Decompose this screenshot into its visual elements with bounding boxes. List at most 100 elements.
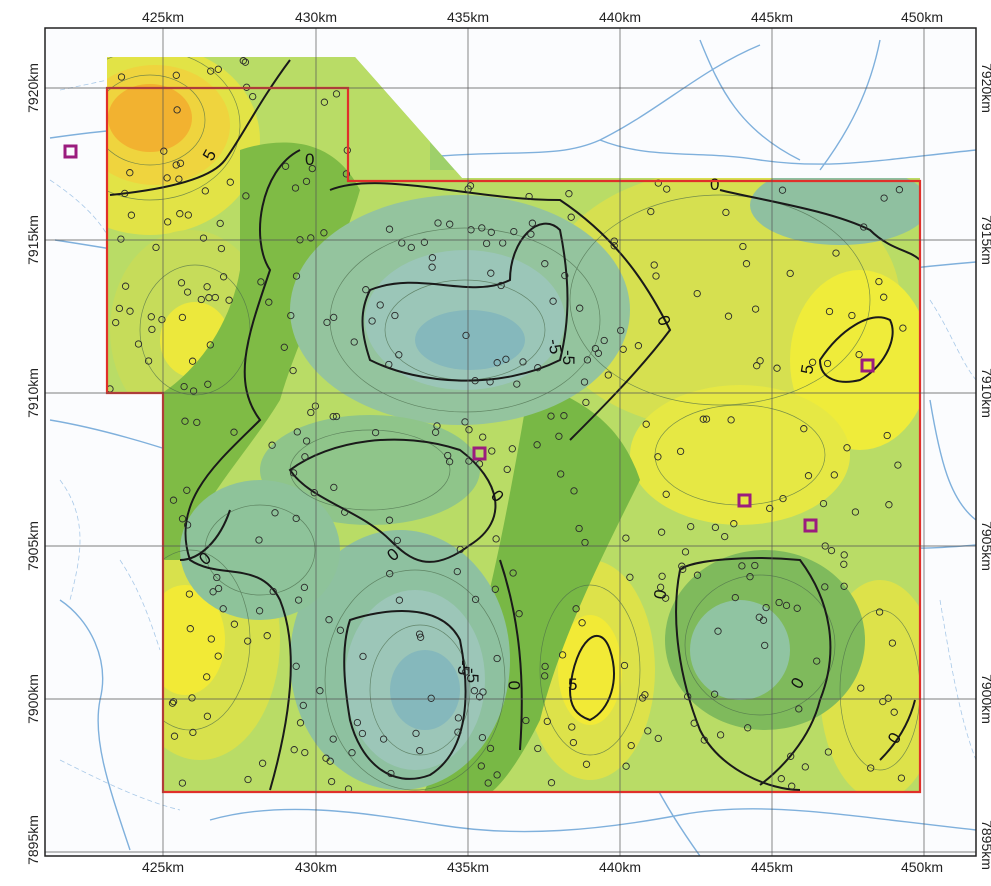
sample-point [230, 428, 238, 436]
sample-point [434, 219, 442, 227]
sample-point [420, 238, 429, 246]
sample-point [249, 92, 257, 101]
sample-point [241, 58, 250, 66]
sample-point [183, 288, 192, 296]
y-tick-left: 7920km [25, 63, 41, 113]
contour-zero-center [329, 182, 672, 441]
sample-point [219, 273, 228, 281]
sample-point [189, 387, 198, 395]
sample-point [693, 571, 702, 579]
sample-point [330, 313, 338, 322]
sample-point [779, 494, 787, 503]
contour-label: 0 [505, 681, 524, 690]
sample-point [416, 633, 425, 641]
contour-minus-five-south [343, 610, 467, 780]
sample-point [484, 779, 492, 787]
sample-point [144, 357, 153, 365]
contour-label: 5 [797, 363, 817, 376]
sample-point [541, 260, 549, 268]
sample-point [721, 532, 729, 541]
sample-point [782, 601, 791, 610]
sample-point [475, 460, 484, 468]
sample-point [461, 668, 470, 676]
sample-point [126, 307, 134, 315]
sample-point [213, 573, 221, 582]
sample-point [731, 593, 739, 602]
sample-point [647, 207, 655, 216]
sample-point [578, 619, 586, 627]
sample-points [107, 57, 907, 792]
sample-point [115, 304, 124, 313]
sample-point [478, 224, 486, 232]
sample-point [268, 441, 276, 449]
sample-point [180, 382, 188, 391]
contour-label: -5 [559, 350, 578, 365]
sample-point [308, 164, 316, 173]
sample-point [385, 225, 394, 233]
sample-point [293, 428, 301, 436]
sample-point [638, 694, 647, 702]
sample-point [203, 283, 211, 291]
sample-point [184, 211, 192, 219]
sample-point [576, 304, 584, 312]
sample-point [412, 729, 420, 738]
sample-point [172, 161, 180, 169]
x-tick-bottom: 435km [447, 859, 489, 875]
sample-point [885, 501, 893, 509]
sample-point [376, 301, 384, 309]
sample-point [617, 326, 625, 335]
sample-point [813, 657, 821, 665]
sample-point [325, 616, 333, 624]
contour-label: 0 [650, 588, 670, 601]
sample-point [329, 735, 337, 743]
sample-point [766, 504, 774, 513]
x-axis-top: 425km 430km 435km 440km 445km 450km [142, 9, 943, 25]
sample-point [622, 762, 630, 770]
sample-point [207, 67, 215, 75]
sample-point [722, 208, 730, 217]
sample-point [711, 523, 720, 532]
sample-point [342, 170, 351, 178]
sample-point [493, 654, 501, 663]
sample-point [368, 317, 376, 325]
sample-point [610, 237, 618, 245]
sample-point [788, 782, 796, 790]
sample-point [714, 627, 722, 635]
sample-point [824, 748, 833, 756]
major-contours [109, 59, 920, 791]
sample-point [465, 457, 473, 465]
sample-point [214, 652, 222, 660]
sample-point [656, 583, 665, 591]
sample-point [875, 608, 884, 616]
sample-point [622, 534, 630, 542]
sample-point [302, 437, 311, 445]
sample-point [570, 487, 578, 495]
sample-point [558, 651, 567, 659]
sample-point [164, 218, 172, 226]
sample-point [479, 688, 487, 696]
sample-point [239, 57, 247, 65]
y-tick-right: 7910km [979, 368, 991, 418]
y-tick-left: 7900km [25, 674, 41, 724]
y-tick-left: 7910km [25, 368, 41, 418]
sample-point [242, 192, 250, 200]
contour-zero-east [679, 557, 832, 786]
sample-point [487, 228, 495, 236]
contour-zero-south-center [499, 559, 523, 751]
sample-point [172, 71, 180, 79]
sample-point [515, 610, 523, 618]
sample-point [121, 282, 130, 290]
sample-point [271, 509, 279, 517]
sample-point [654, 453, 662, 461]
sample-point [204, 380, 212, 388]
sample-point [657, 528, 666, 536]
sample-point [371, 428, 380, 437]
stream-minor [49, 59, 976, 811]
sample-point [307, 408, 315, 417]
sample-point [477, 762, 485, 770]
contour-zero-northeast [719, 189, 920, 261]
sample-point [491, 585, 499, 593]
sample-point [183, 486, 191, 494]
sample-point [572, 605, 580, 613]
